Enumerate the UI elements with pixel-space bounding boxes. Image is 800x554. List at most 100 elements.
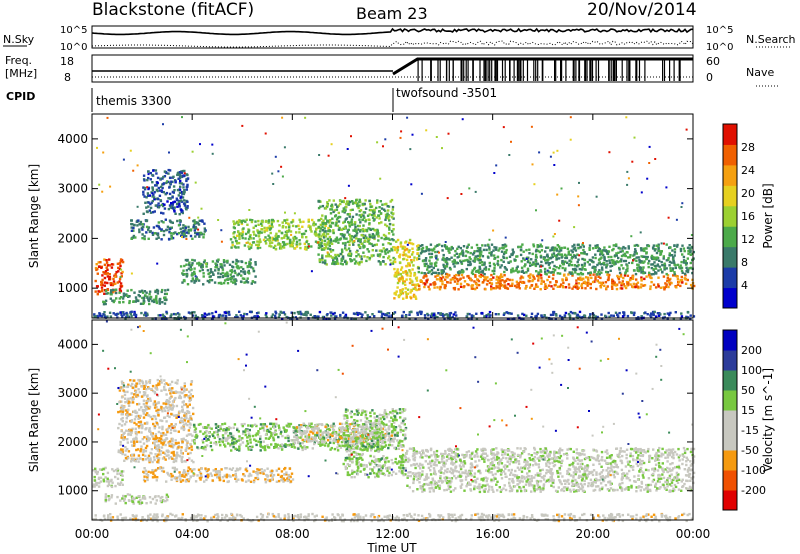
power-cell (193, 267, 196, 270)
power-cell (568, 262, 571, 266)
power-cell (435, 254, 438, 258)
power-cell (628, 256, 632, 259)
power-cell (346, 213, 350, 216)
power-cell (256, 315, 259, 318)
power-cell (377, 239, 380, 242)
power-cell (408, 270, 412, 273)
power-cell (608, 273, 611, 277)
power-cell (467, 260, 470, 264)
velocity-cell (131, 398, 134, 402)
power-cell (220, 263, 223, 266)
power-cell (148, 290, 152, 293)
power-cell (325, 255, 328, 258)
power-cell (466, 312, 469, 316)
velocity-cell (127, 433, 130, 436)
power-cell (399, 253, 402, 256)
power-cell (271, 225, 274, 228)
velocity-cell (155, 445, 158, 448)
power-cell (291, 245, 294, 248)
power-cell (167, 172, 170, 175)
power-cell (238, 219, 241, 222)
velocity-cell (160, 378, 163, 382)
power-cell (570, 249, 573, 252)
power-cell (322, 219, 325, 222)
velocity-cell (146, 435, 149, 438)
power-cell (103, 258, 106, 261)
power-cell (652, 313, 655, 317)
power-cell (389, 242, 392, 246)
velocity-cell (153, 458, 156, 462)
power-cell (163, 292, 167, 296)
velocity-cell (168, 415, 171, 419)
power-cell (321, 258, 324, 261)
velocity-cell (188, 457, 191, 460)
power-noise-cell (582, 242, 584, 244)
power-cell (222, 274, 225, 278)
power-cell (384, 218, 387, 221)
velocity-cell (190, 445, 193, 448)
power-cell (245, 218, 248, 221)
power-cell (648, 271, 651, 274)
power-cell (488, 246, 491, 249)
velocity-cell (120, 408, 123, 412)
power-cell (447, 273, 450, 276)
power-cell (399, 272, 402, 276)
power-noise-cell (151, 192, 154, 195)
power-cell (274, 234, 277, 238)
power-cell (122, 300, 125, 304)
power-cell (441, 249, 444, 252)
power-cell (496, 259, 500, 263)
power-cell (626, 251, 629, 254)
power-cell (451, 247, 454, 250)
power-cell (564, 260, 567, 263)
power-cell (580, 286, 584, 290)
power-cell (456, 279, 460, 283)
power-cell (659, 252, 663, 255)
power-cell (299, 220, 302, 224)
power-cell (477, 283, 481, 287)
power-cell (213, 281, 217, 284)
power-cell (326, 313, 329, 316)
power-noise-cell (166, 180, 169, 183)
power-cell (496, 286, 499, 289)
power-cell (559, 249, 563, 252)
power-cell (619, 250, 622, 253)
velocity-cell (147, 387, 151, 390)
power-cell (132, 229, 135, 232)
power-cell (647, 262, 650, 265)
velocity-cell (121, 420, 124, 423)
power-cell (615, 244, 618, 248)
power-cell (535, 283, 538, 286)
power-cell (234, 236, 237, 240)
power-cell (577, 258, 580, 261)
power-cell (353, 258, 356, 261)
power-cell (671, 249, 674, 252)
power-cell (525, 256, 529, 259)
power-cell (329, 208, 332, 211)
velocity-cell (133, 421, 136, 425)
power-cell (130, 288, 133, 292)
power-cell (470, 285, 473, 288)
power-cell (317, 235, 321, 238)
power-cell (499, 284, 502, 287)
velocity-cell (149, 459, 152, 462)
power-cell (627, 245, 630, 248)
power-cell (665, 283, 668, 286)
power-cell (103, 292, 106, 295)
power-cell (495, 282, 498, 285)
velocity-cell (156, 383, 160, 387)
power-cell (138, 295, 141, 298)
power-cell (317, 315, 320, 318)
power-cell (655, 258, 658, 261)
power-cell (571, 268, 575, 271)
power-cell (394, 293, 398, 296)
power-cell (136, 224, 139, 227)
power-cell (482, 281, 485, 284)
velocity-cell (189, 433, 192, 436)
power-cell (295, 245, 299, 248)
power-cell (201, 264, 204, 267)
power-cell (274, 247, 278, 251)
power-cell (405, 272, 408, 276)
power-cell (253, 233, 256, 236)
power-cell (152, 196, 156, 199)
